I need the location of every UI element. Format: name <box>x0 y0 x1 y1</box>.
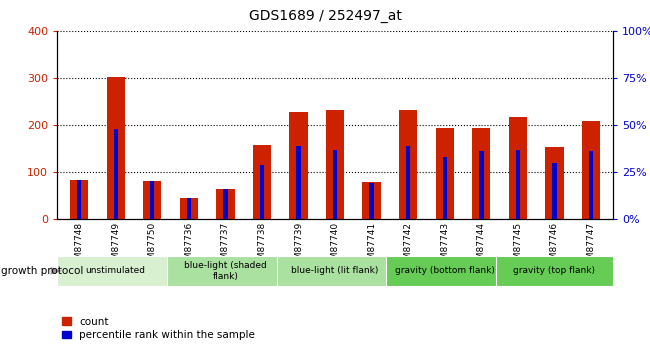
Text: GSM87739: GSM87739 <box>294 222 303 271</box>
Bar <box>216 188 235 219</box>
Bar <box>509 117 527 219</box>
Bar <box>187 198 191 219</box>
Bar <box>369 183 374 219</box>
Bar <box>253 145 271 219</box>
Bar <box>406 146 410 219</box>
FancyBboxPatch shape <box>57 256 174 286</box>
Text: GSM87738: GSM87738 <box>257 222 266 271</box>
Bar <box>179 198 198 219</box>
Bar <box>399 110 417 219</box>
Bar <box>515 149 520 219</box>
Text: GSM87741: GSM87741 <box>367 222 376 271</box>
Text: unstimulated: unstimulated <box>86 266 146 275</box>
Text: GSM87740: GSM87740 <box>331 222 339 271</box>
Text: GSM87743: GSM87743 <box>440 222 449 271</box>
Text: GSM87750: GSM87750 <box>148 222 157 271</box>
Text: GSM87744: GSM87744 <box>477 222 486 271</box>
Text: growth protocol: growth protocol <box>1 266 84 276</box>
Bar <box>150 181 155 219</box>
Bar <box>114 129 118 219</box>
Bar <box>436 128 454 219</box>
Text: blue-light (lit flank): blue-light (lit flank) <box>291 266 379 275</box>
Bar <box>363 183 381 219</box>
Bar <box>472 128 491 219</box>
Text: GSM87736: GSM87736 <box>185 222 193 271</box>
Bar <box>260 165 264 219</box>
Bar <box>296 146 301 219</box>
Bar <box>589 151 593 219</box>
Bar <box>443 157 447 219</box>
Bar <box>333 149 337 219</box>
Bar <box>545 147 564 219</box>
Bar <box>582 121 600 219</box>
FancyBboxPatch shape <box>276 256 393 286</box>
Text: GSM87749: GSM87749 <box>111 222 120 271</box>
Bar <box>479 151 484 219</box>
Legend: count, percentile rank within the sample: count, percentile rank within the sample <box>62 317 255 340</box>
Text: GSM87748: GSM87748 <box>75 222 84 271</box>
Bar <box>107 77 125 219</box>
Bar <box>552 163 556 219</box>
FancyBboxPatch shape <box>496 256 613 286</box>
Bar <box>70 180 88 219</box>
Bar <box>77 180 81 219</box>
Text: GDS1689 / 252497_at: GDS1689 / 252497_at <box>248 9 402 23</box>
Bar <box>143 181 161 219</box>
Text: gravity (bottom flank): gravity (bottom flank) <box>395 266 495 275</box>
Bar <box>289 112 307 219</box>
FancyBboxPatch shape <box>167 256 284 286</box>
Text: GSM87737: GSM87737 <box>221 222 230 271</box>
Text: gravity (top flank): gravity (top flank) <box>514 266 595 275</box>
Bar <box>223 189 227 219</box>
Bar <box>326 110 344 219</box>
Text: blue-light (shaded
flank): blue-light (shaded flank) <box>184 261 266 280</box>
Text: GSM87747: GSM87747 <box>586 222 595 271</box>
Polygon shape <box>51 267 62 275</box>
Text: GSM87745: GSM87745 <box>514 222 523 271</box>
Text: GSM87746: GSM87746 <box>550 222 559 271</box>
FancyBboxPatch shape <box>386 256 503 286</box>
Text: GSM87742: GSM87742 <box>404 222 413 271</box>
